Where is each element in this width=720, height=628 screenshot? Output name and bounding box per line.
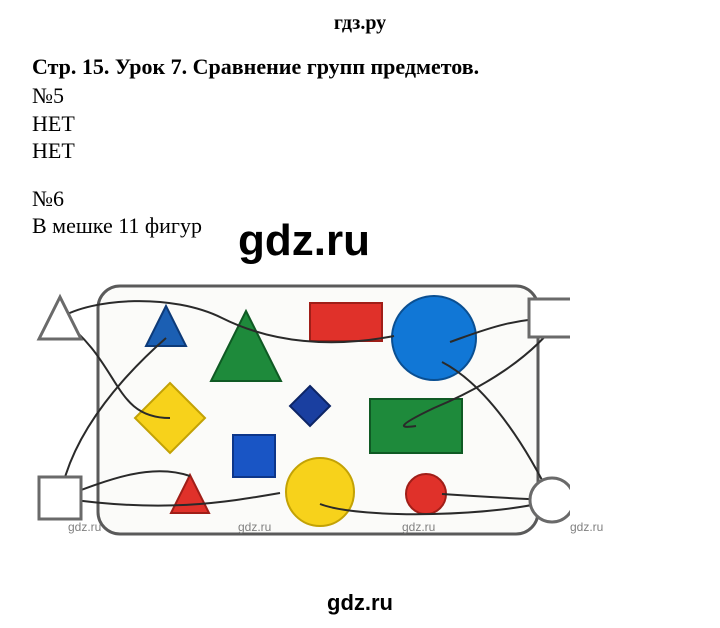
q5-answer-1: НЕТ (32, 110, 692, 138)
small-watermark-1: gdz.ru (238, 520, 271, 534)
small-watermark-3: gdz.ru (570, 520, 603, 534)
shapes-diagram (32, 278, 570, 538)
footer-watermark-text: gdz.ru (327, 590, 393, 615)
center-watermark: gdz.ru (238, 216, 370, 266)
header-watermark-text: гдз.ру (334, 12, 386, 34)
footer-watermark: gdz.ru (0, 590, 720, 616)
small-watermark-0: gdz.ru (68, 520, 101, 534)
diagram-svg (32, 278, 570, 538)
q5-label: №5 (32, 82, 692, 110)
page-title: Стр. 15. Урок 7. Сравнение групп предмет… (32, 54, 692, 80)
spacer (32, 165, 692, 185)
q6-label: №6 (32, 185, 692, 213)
center-watermark-text: gdz.ru (238, 216, 370, 265)
q5-answer-2: НЕТ (32, 137, 692, 165)
small-watermark-2: gdz.ru (402, 520, 435, 534)
header-watermark: гдз.ру (0, 12, 720, 35)
content-block: Стр. 15. Урок 7. Сравнение групп предмет… (32, 54, 692, 240)
